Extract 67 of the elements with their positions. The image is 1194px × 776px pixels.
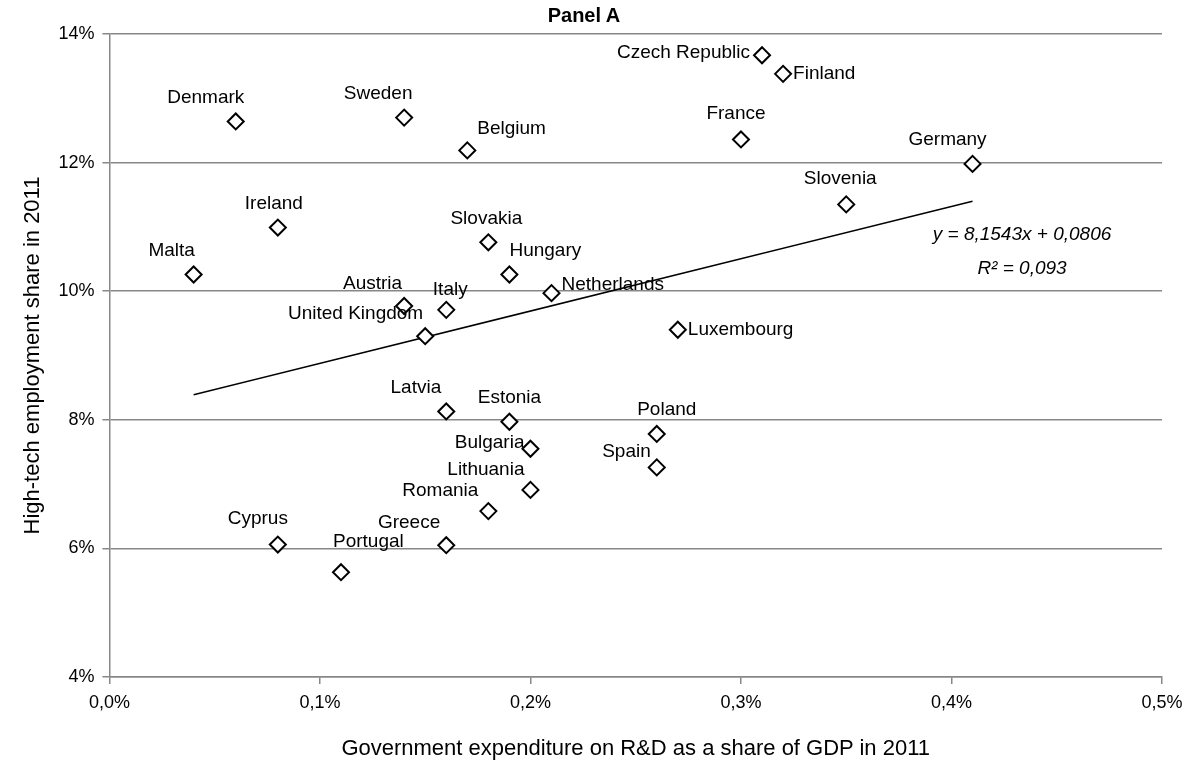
- annotation: Slovakia: [450, 206, 523, 228]
- x-tick-label: 0,4%: [930, 691, 972, 712]
- x-tick-label: 0,5%: [1141, 691, 1183, 712]
- point: [837, 195, 856, 214]
- y-tick-label: 14%: [58, 22, 95, 43]
- annotation: Cyprus: [227, 506, 288, 528]
- point: [395, 108, 414, 127]
- point: [437, 536, 456, 555]
- x-tick-label: 0,2%: [509, 691, 551, 712]
- point: [479, 502, 498, 521]
- point: [331, 563, 350, 582]
- annotation: Spain: [602, 439, 651, 461]
- point: [774, 64, 793, 83]
- point: [479, 233, 498, 252]
- point: [731, 130, 750, 149]
- annotation: Hungary: [509, 238, 582, 260]
- annotation: Malta: [148, 238, 196, 260]
- y-tick-label: 4%: [68, 665, 95, 686]
- annotation: Finland: [793, 62, 856, 84]
- annotation: France: [706, 101, 766, 123]
- point: [753, 46, 772, 65]
- point: [500, 265, 519, 284]
- point: [268, 535, 287, 554]
- point: [416, 327, 435, 346]
- annotation: Denmark: [167, 85, 245, 107]
- annotation: Slovenia: [803, 166, 878, 188]
- annotation: Austria: [343, 272, 403, 294]
- annotation: Germany: [908, 128, 988, 150]
- y-tick-label: 8%: [68, 408, 95, 429]
- point: [437, 300, 456, 319]
- point: [184, 265, 203, 284]
- annotation: Lithuania: [447, 458, 525, 480]
- annotation: Portugal: [332, 530, 404, 552]
- annotation: Poland: [637, 398, 697, 420]
- annotation: Sweden: [343, 81, 413, 103]
- y-tick-label: 6%: [68, 537, 95, 558]
- point: [268, 218, 287, 237]
- annotation: Latvia: [390, 375, 442, 397]
- x-tick-label: 0,1%: [299, 691, 341, 712]
- annotation: Greece: [377, 511, 441, 533]
- y-tick-label: 10%: [58, 280, 95, 301]
- annotation: Luxembourg: [687, 318, 794, 340]
- annotation: Italy: [432, 278, 469, 300]
- point: [647, 424, 666, 443]
- annotation: United Kingdom: [288, 302, 424, 324]
- annotation: Estonia: [477, 385, 542, 407]
- point: [963, 154, 982, 173]
- point: [521, 480, 540, 499]
- point: [668, 320, 687, 339]
- point: [226, 112, 245, 131]
- annotation: Belgium: [477, 116, 546, 138]
- x-tick-label: 0,3%: [720, 691, 762, 712]
- annotation: Bulgaria: [454, 430, 525, 452]
- x-tick-label: 0,0%: [88, 691, 130, 712]
- annotation: Czech Republic: [616, 41, 751, 63]
- point: [437, 402, 456, 421]
- point: [500, 412, 519, 431]
- point: [458, 141, 477, 160]
- annotation: y = 8,1543x + 0,0806: [930, 223, 1112, 245]
- y-axis-title: High-tech employment share in 2011: [19, 176, 45, 535]
- annotation: Ireland: [244, 191, 303, 213]
- y-tick-label: 12%: [58, 151, 95, 172]
- point: [542, 284, 561, 303]
- chart-title: Panel A: [547, 3, 621, 26]
- x-axis-title: Government expenditure on R&D as a share of GDP in 2011: [341, 734, 931, 760]
- annotation: Romania: [402, 479, 479, 501]
- annotation: R² = 0,093: [977, 257, 1068, 279]
